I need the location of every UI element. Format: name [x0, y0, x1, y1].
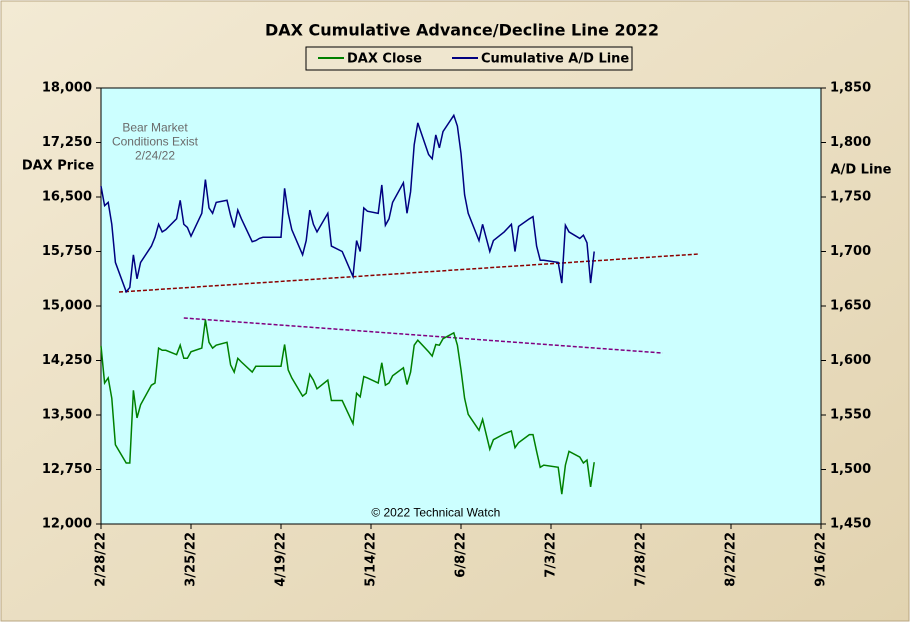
y2-tick-label: 1,800	[830, 135, 871, 150]
y2-tick-label: 1,550	[830, 408, 871, 423]
x-tick-label: 9/16/22	[814, 532, 829, 587]
x-tick-label: 8/22/22	[724, 532, 739, 587]
x-tick-label: 4/19/22	[274, 532, 289, 587]
chart-title: DAX Cumulative Advance/Decline Line 2022	[265, 21, 659, 40]
y-tick-label: 15,000	[42, 299, 92, 314]
x-tick-label: 7/28/22	[634, 532, 649, 587]
legend-label: Cumulative A/D Line	[481, 52, 629, 67]
x-tick-label: 7/3/22	[544, 532, 559, 578]
y-tick-label: 13,500	[42, 408, 92, 423]
annotation: 2/24/22	[135, 149, 175, 163]
annotation: © 2022 Technical Watch	[371, 505, 500, 519]
annotation: Bear Market	[122, 121, 188, 135]
y-tick-label: 15,750	[42, 244, 92, 259]
y-tick-label: 18,000	[42, 81, 92, 96]
x-tick-label: 2/28/22	[94, 532, 109, 587]
y2-tick-label: 1,500	[830, 462, 871, 477]
y2-tick-label: 1,850	[830, 81, 871, 96]
trend-line	[118, 253, 699, 293]
annotation: Conditions Exist	[112, 135, 199, 149]
y2-tick-label: 1,450	[830, 517, 871, 532]
y-axis-label: DAX Price	[22, 159, 95, 174]
series-line	[100, 113, 595, 294]
y2-tick-label: 1,600	[830, 353, 871, 368]
trend-line	[183, 317, 663, 354]
x-tick-label: 5/14/22	[364, 532, 379, 587]
x-tick-label: 3/25/22	[184, 532, 199, 587]
y2-tick-label: 1,650	[830, 299, 871, 314]
x-tick-label: 6/8/22	[454, 532, 469, 578]
y-tick-label: 12,000	[42, 517, 92, 532]
legend-label: DAX Close	[347, 52, 422, 67]
y2-tick-label: 1,750	[830, 190, 871, 205]
y-tick-label: 12,750	[42, 462, 92, 477]
y2-axis-label: A/D Line	[831, 163, 892, 178]
y2-tick-label: 1,700	[830, 244, 871, 259]
y-tick-label: 17,250	[42, 135, 92, 150]
y-tick-label: 14,250	[42, 353, 92, 368]
y-tick-label: 16,500	[42, 190, 92, 205]
series-line	[100, 319, 595, 495]
